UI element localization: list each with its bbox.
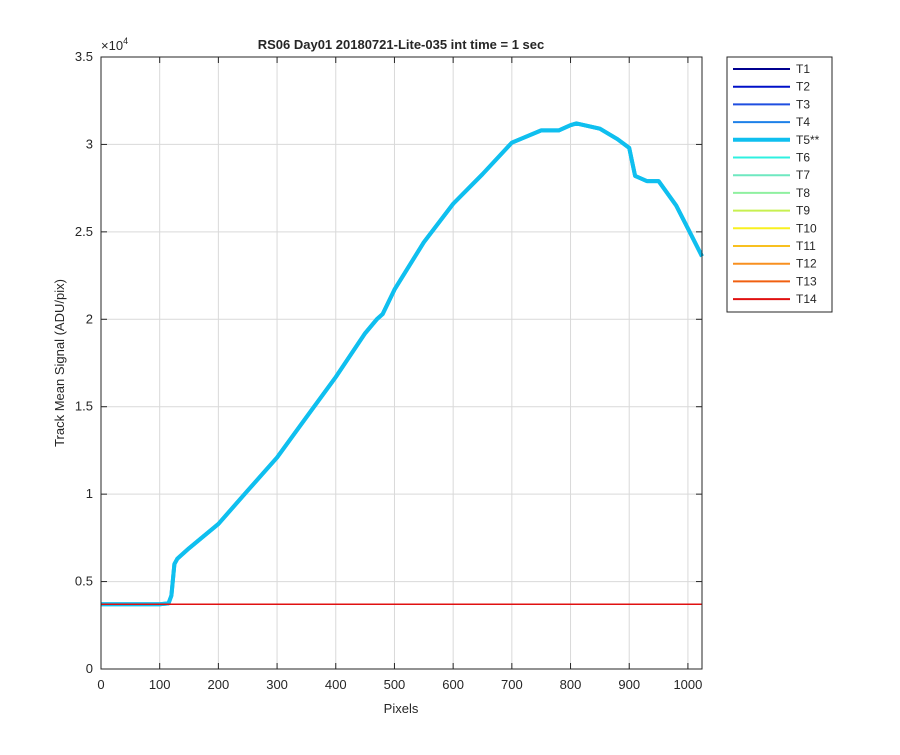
legend-label-t4: T4 [796,115,810,129]
x-tick-label: 700 [501,677,523,692]
y-tick-label: 2.5 [75,224,93,239]
legend-label-t12: T12 [796,257,817,271]
legend-label-t1: T1 [796,62,810,76]
legend-label-t7: T7 [796,168,810,182]
x-tick-label: 300 [266,677,288,692]
y-tick-label: 3.5 [75,49,93,64]
y-axis-title: Track Mean Signal (ADU/pix) [52,279,67,447]
legend-box [726,56,833,313]
x-tick-label: 100 [149,677,171,692]
y-tick-label: 1 [86,486,93,501]
series-lines [101,121,704,607]
x-tick-label: 600 [442,677,464,692]
legend-label-t11: T11 [796,239,816,253]
legend-label-t8: T8 [796,186,810,200]
x-tick-label: 0 [97,677,104,692]
tick-labels: 0 100 200 300 400 500 600 700 800 900 1000 0 0.5 1 1.5… [75,49,702,692]
legend-label-t5: T5** [796,133,820,147]
y-tick-label: 1.5 [75,399,93,414]
axes-box [100,56,703,670]
legend-label-t3: T3 [796,97,810,111]
legend-items: T1 T2 T3 T4 T5** T6 T7 T8 T9 T10 T11 T12 T13 T14 [733,62,820,306]
chart-title: RS06 Day01 20180721-Lite-035 int time = … [258,37,545,52]
grid [101,57,702,669]
legend: T1 T2 T3 T4 T5** T6 T7 T8 T9 T10 T11 T12 T13 T14 [726,56,833,313]
legend-label-t13: T13 [796,274,817,288]
x-tick-label: 500 [384,677,406,692]
axes [100,56,703,670]
y-tick-label: 3 [86,136,93,151]
y-tick-label: 2 [86,311,93,326]
y-axis-exponent-label: ×104 [101,36,128,53]
x-tick-label: 200 [208,677,230,692]
legend-label-t10: T10 [796,221,817,235]
x-tick-label: 900 [618,677,640,692]
x-tick-label: 400 [325,677,347,692]
legend-label-t9: T9 [796,204,810,218]
x-tick-label: 800 [560,677,582,692]
x-tick-label: 1000 [673,677,702,692]
y-tick-label: 0 [86,661,93,676]
legend-label-t14: T14 [796,292,817,306]
x-axis-title: Pixels [384,701,419,716]
y-tick-label: 0.5 [75,574,93,589]
legend-label-t6: T6 [796,151,810,165]
plot-area-background [101,57,702,669]
legend-label-t2: T2 [796,80,810,94]
highlighted-series-line [101,121,704,607]
